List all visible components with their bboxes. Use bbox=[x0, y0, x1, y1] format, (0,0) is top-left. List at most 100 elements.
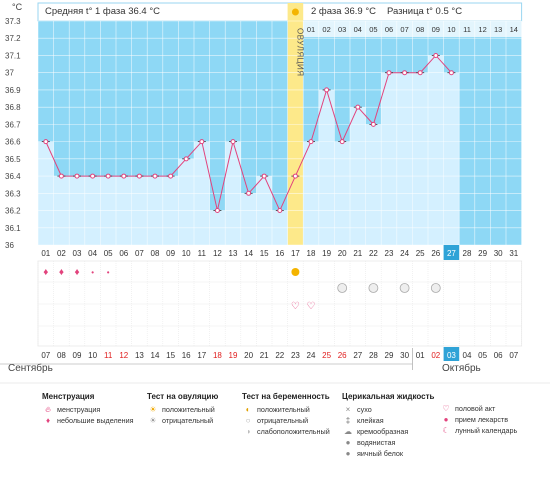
heart-icon: ♡ bbox=[307, 301, 316, 312]
y-tick-label: 36.3 bbox=[5, 189, 21, 198]
sun-positive-icon bbox=[291, 268, 300, 276]
cycle-day-label: 27 bbox=[447, 249, 456, 258]
cycle-day-label: 01 bbox=[41, 249, 50, 258]
temp-point bbox=[246, 190, 252, 196]
y-tick-label: 36.2 bbox=[5, 207, 21, 216]
legend-ovulation-positive: положительный bbox=[162, 405, 215, 414]
y-tick-label: 37.1 bbox=[5, 51, 21, 60]
legend-cervical-title: Церикальная жидкость bbox=[342, 392, 435, 401]
watery-icon: ● bbox=[345, 438, 351, 447]
phase2-day-label: 12 bbox=[478, 25, 486, 34]
calendar-date-label: 02 bbox=[431, 351, 440, 360]
legend-pregnancy-positive: положительный bbox=[257, 405, 310, 414]
phase2-day-label: 11 bbox=[463, 25, 471, 34]
cycle-day-label: 03 bbox=[73, 249, 82, 258]
legend-cervical: Церикальная жидкость × сухо ‡ клейкая ☁ кре… bbox=[342, 392, 434, 459]
legend-ovulation-test: Тест на овуляцию ☀ положительный ☀ отрицат… bbox=[147, 392, 218, 426]
phase2-day-label: 03 bbox=[338, 25, 346, 34]
temp-bar bbox=[428, 55, 444, 245]
y-tick-label: 36.1 bbox=[5, 224, 21, 233]
pill-icon: ● bbox=[443, 415, 449, 424]
cycle-day-row bbox=[38, 245, 522, 260]
cycle-day-label: 13 bbox=[229, 249, 238, 258]
legend-other: ♡ половой акт ● прием лекарств ☾ лунный кал… bbox=[440, 403, 517, 436]
y-tick-label: 36.6 bbox=[5, 138, 21, 147]
temp-point bbox=[292, 173, 298, 179]
legend-menstruation-label: менструация bbox=[57, 405, 101, 414]
temp-point bbox=[58, 173, 64, 179]
cycle-day-label: 04 bbox=[88, 249, 97, 258]
legend-menstruation-title: Менструация bbox=[42, 392, 95, 401]
cycle-day-label: 30 bbox=[494, 249, 503, 258]
unit-label: °C bbox=[12, 2, 23, 12]
cycle-day-label: 07 bbox=[135, 249, 144, 258]
temp-point bbox=[277, 208, 283, 214]
legend-cervical-watery: водянистая bbox=[357, 438, 396, 447]
calendar-date-label: 06 bbox=[494, 351, 503, 360]
legend-cervical-creamy: кремообразная bbox=[357, 427, 409, 436]
legend-moon: лунный календарь bbox=[455, 426, 518, 435]
calendar-date-label: 25 bbox=[322, 351, 331, 360]
phase1-average: Средняя t° 1 фаза 36.4 °C bbox=[45, 6, 160, 17]
calendar-date-label: 18 bbox=[213, 351, 222, 360]
temp-point bbox=[230, 139, 236, 145]
today-highlight bbox=[443, 347, 460, 361]
sun-positive-icon: ☀ bbox=[149, 405, 157, 414]
cycle-day-label: 20 bbox=[338, 249, 347, 258]
temp-point bbox=[136, 173, 142, 179]
cycle-day-label: 24 bbox=[400, 249, 409, 258]
legend-pregnancy-weak: слабоположительный bbox=[257, 427, 330, 436]
phase2-day-label: 04 bbox=[354, 25, 362, 34]
legend-ovulation-negative: отрицательный bbox=[162, 416, 214, 425]
calendar-date-label: 30 bbox=[400, 351, 409, 360]
calendar-date-label: 14 bbox=[151, 351, 160, 360]
calendar-date-label: 20 bbox=[244, 351, 253, 360]
pregnancy-positive-icon: ◐ bbox=[245, 405, 251, 414]
y-tick-label: 37 bbox=[5, 69, 14, 78]
calendar-date-label: 10 bbox=[88, 351, 97, 360]
egg-white-icon: ● bbox=[345, 449, 351, 458]
phase2-day-label: 09 bbox=[432, 25, 440, 34]
cycle-day-label: 16 bbox=[275, 249, 284, 258]
temp-point bbox=[402, 70, 408, 76]
cycle-day-label: 14 bbox=[244, 249, 253, 258]
calendar-date-label: 11 bbox=[104, 351, 113, 360]
cycle-day-label: 21 bbox=[353, 249, 362, 258]
calendar-date-label: 09 bbox=[73, 351, 82, 360]
calendar-date-label: 08 bbox=[57, 351, 66, 360]
y-tick-label: 36.9 bbox=[5, 86, 21, 95]
creamy-icon bbox=[368, 283, 379, 293]
calendar-date-label: 16 bbox=[182, 351, 191, 360]
y-tick-label: 36.4 bbox=[5, 172, 21, 181]
calendar-date-label: 23 bbox=[291, 351, 300, 360]
phase2-day-label: 05 bbox=[369, 25, 377, 34]
phase2-day-label: 08 bbox=[416, 25, 424, 34]
temp-point bbox=[74, 173, 80, 179]
creamy-icon bbox=[337, 283, 348, 293]
cycle-day-label: 17 bbox=[291, 249, 300, 258]
temp-point bbox=[339, 139, 345, 145]
cycle-day-label: 12 bbox=[213, 249, 222, 258]
cycle-day-label: 06 bbox=[119, 249, 128, 258]
y-tick-label: 36.8 bbox=[5, 103, 21, 112]
legend-medication: прием лекарств bbox=[455, 415, 509, 424]
temp-point bbox=[386, 70, 392, 76]
temp-point bbox=[261, 173, 267, 179]
calendar-date-label: 28 bbox=[369, 351, 378, 360]
temp-point bbox=[121, 173, 127, 179]
calendar-row bbox=[38, 348, 522, 362]
marker-area bbox=[37, 260, 523, 347]
cycle-day-label: 31 bbox=[509, 249, 518, 258]
calendar-date-label: 03 bbox=[447, 351, 456, 360]
ovulation-label: ОВУЛЯЦИЯ bbox=[296, 28, 305, 77]
temp-point bbox=[90, 173, 96, 179]
calendar-date-label: 12 bbox=[119, 351, 128, 360]
calendar-date-label: 13 bbox=[135, 351, 144, 360]
calendar-date-label: 07 bbox=[509, 351, 518, 360]
sticky-icon: ‡ bbox=[345, 416, 351, 425]
cycle-day-label: 18 bbox=[307, 249, 316, 258]
heart-icon: ♡ bbox=[442, 404, 450, 413]
phase2-day-label: 07 bbox=[400, 25, 408, 34]
cycle-day-label: 15 bbox=[260, 249, 269, 258]
temp-point bbox=[324, 87, 330, 93]
